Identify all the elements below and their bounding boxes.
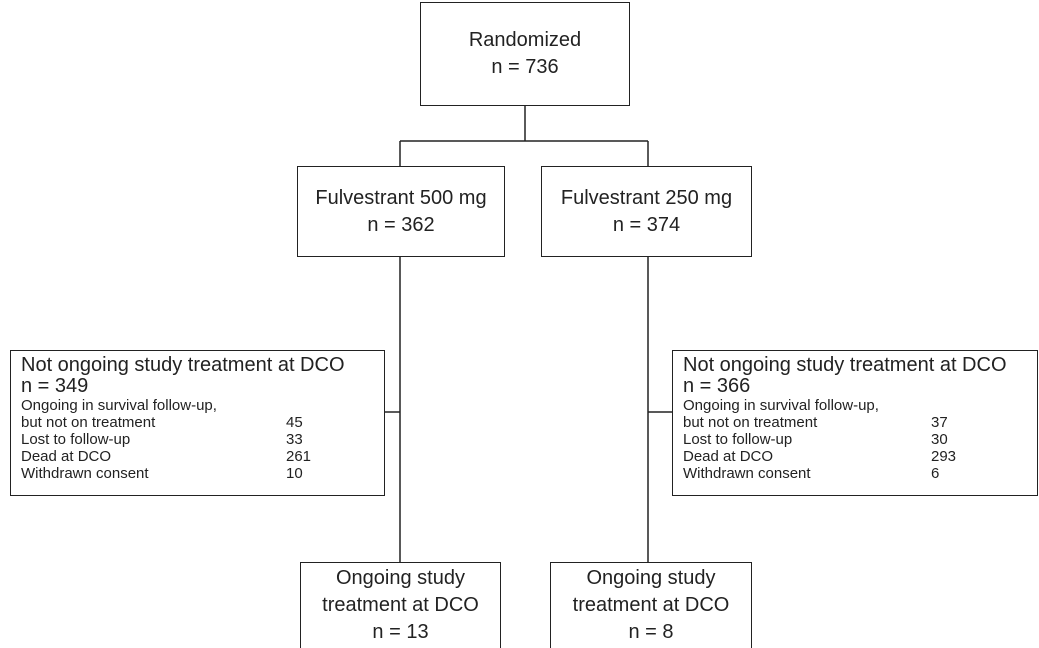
note: Ongoing in survival follow-up, <box>21 397 217 414</box>
node-label: Not ongoing study treatment at DCO <box>683 354 1007 376</box>
item: Dead at DCO 293 <box>683 448 1027 465</box>
item: Withdrawn consent 10 <box>21 465 374 482</box>
item: Withdrawn consent 6 <box>683 465 1027 482</box>
node-label: Not ongoing study treatment at DCO <box>21 354 345 376</box>
item-label: Lost to follow-up <box>21 431 131 448</box>
node-label: Ongoing study treatment at DCO <box>322 567 479 616</box>
item: Lost to follow-up 30 <box>683 431 1027 448</box>
item-count: 33 <box>286 431 303 448</box>
node-label: Fulvestrant 250 mg <box>560 186 733 209</box>
node-count: n = 736 <box>491 56 559 78</box>
item-count: 37 <box>931 414 948 431</box>
item: but not on treatment 45 <box>21 414 374 431</box>
node-count: n = 374 <box>612 213 681 236</box>
item-count: 6 <box>931 465 940 482</box>
exclusion-box: Not ongoing study treatment at DCO n = 3… <box>10 350 385 496</box>
node-box: Fulvestrant 250 mg n = 374 <box>541 166 752 257</box>
item-count: 30 <box>931 431 948 448</box>
node-box: Ongoing study treatment at DCO n = 13 <box>300 562 501 648</box>
item-count: 45 <box>286 414 303 431</box>
node-count: n = 362 <box>367 213 435 236</box>
item-label: Withdrawn consent <box>21 465 149 482</box>
item-count: 293 <box>931 448 957 465</box>
node-box: Randomized n = 736 <box>420 2 630 106</box>
node-box: Fulvestrant 500 mg n = 362 <box>297 166 505 257</box>
item: but not on treatment 37 <box>683 414 1027 431</box>
node-count: n = 366 <box>683 375 751 397</box>
node-count: n = 13 <box>372 621 429 643</box>
item-count: 10 <box>286 465 303 482</box>
note: Ongoing in survival follow-up, <box>683 397 879 414</box>
node-label: Fulvestrant 500 mg <box>315 186 487 209</box>
item-label: Lost to follow-up <box>683 431 793 448</box>
node-label: Ongoing study treatment at DCO <box>572 567 730 616</box>
item-label: Dead at DCO <box>683 448 774 465</box>
node-count: n = 8 <box>628 621 674 643</box>
item: Dead at DCO 261 <box>21 448 374 465</box>
item-label: but not on treatment <box>683 414 818 431</box>
exclusion-box: Not ongoing study treatment at DCO n = 3… <box>672 350 1038 496</box>
item: Lost to follow-up 33 <box>21 431 374 448</box>
node-box: Ongoing study treatment at DCO n = 8 <box>550 562 752 648</box>
item-label: Withdrawn consent <box>683 465 811 482</box>
item-label: Dead at DCO <box>21 448 112 465</box>
node-count: n = 349 <box>21 375 89 397</box>
item-count: 261 <box>286 448 312 465</box>
item-label: but not on treatment <box>21 414 156 431</box>
node-label: Randomized <box>468 29 582 51</box>
